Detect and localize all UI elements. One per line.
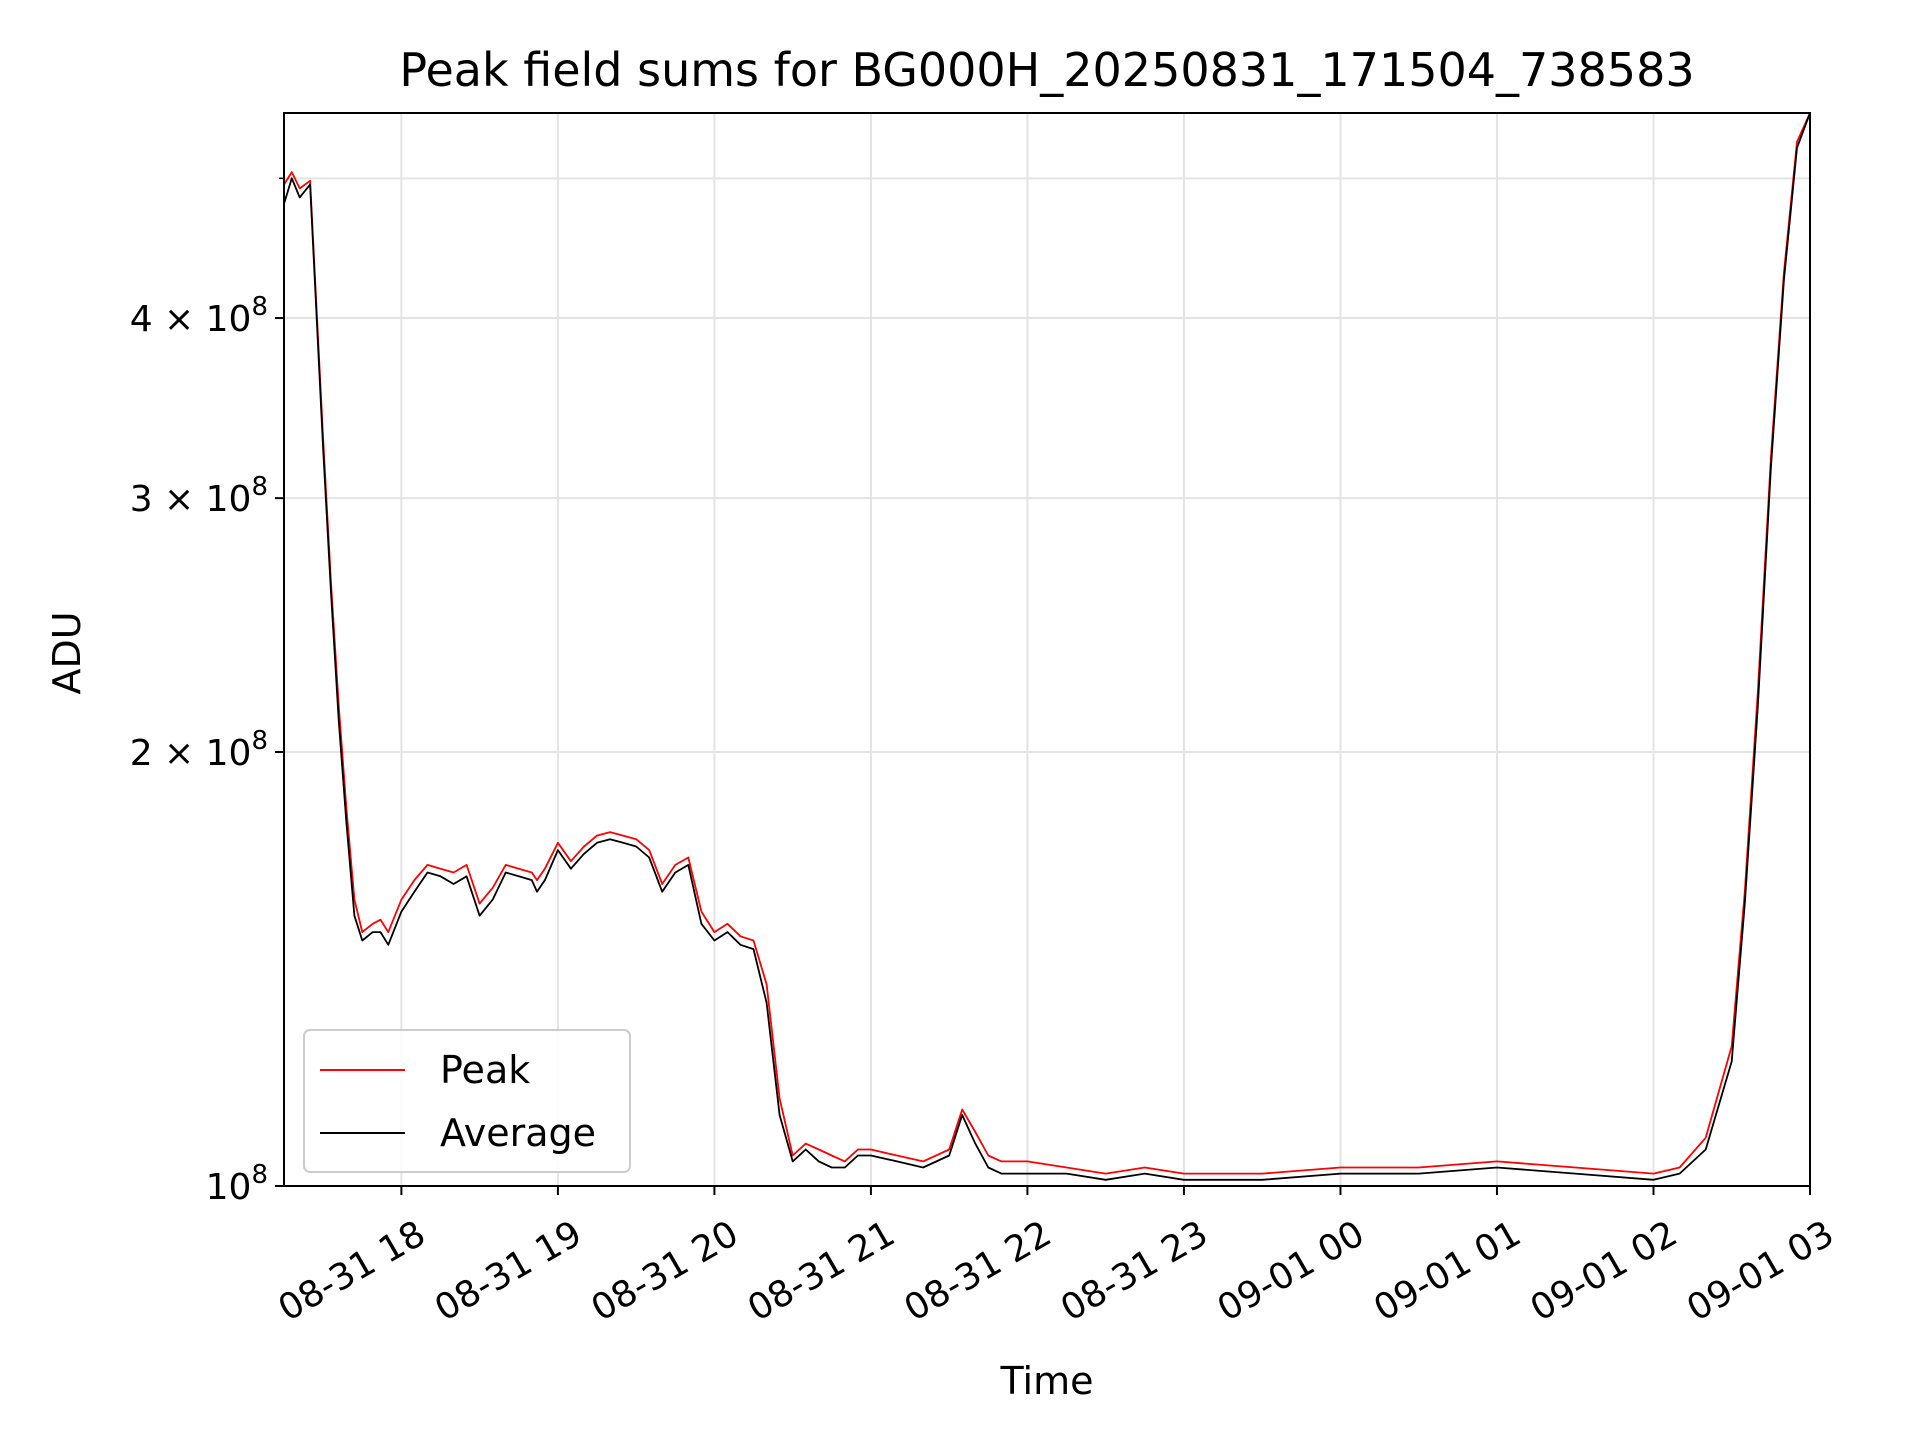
y-tick-label: 108 (206, 1160, 268, 1208)
series-layer (284, 113, 1810, 1181)
legend-label-average: Average (440, 1111, 596, 1155)
y-axis: 108 2 × 108 3 × 108 4 × 108 (130, 177, 284, 1208)
y-tick-label: 2 × 108 (130, 726, 268, 774)
chart-title: Peak field sums for BG000H_20250831_1715… (399, 43, 1694, 97)
x-axis-label: Time (1000, 1359, 1094, 1403)
y-tick-label: 3 × 108 (130, 472, 268, 520)
series-line-peak (284, 113, 1810, 1175)
legend: Peak Average (303, 1029, 631, 1173)
y-tick-label: 4 × 108 (130, 292, 268, 340)
series-line-average (284, 113, 1810, 1181)
legend-box (303, 1029, 631, 1173)
legend-label-peak: Peak (440, 1048, 530, 1092)
plot-frame (283, 112, 1811, 1187)
y-axis-label: ADU (45, 611, 89, 694)
grid (284, 113, 1811, 1186)
